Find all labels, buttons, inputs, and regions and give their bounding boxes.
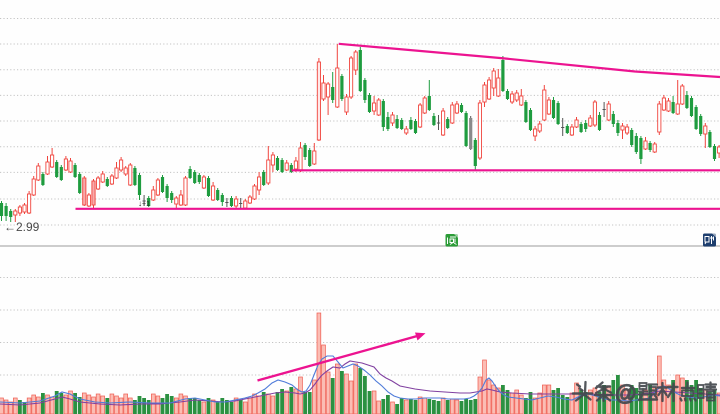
svg-text:←2.99: ←2.99 <box>4 220 40 234</box>
svg-text:↓+1: ↓+1 <box>138 199 150 208</box>
svg-text:@: @ <box>615 381 636 406</box>
